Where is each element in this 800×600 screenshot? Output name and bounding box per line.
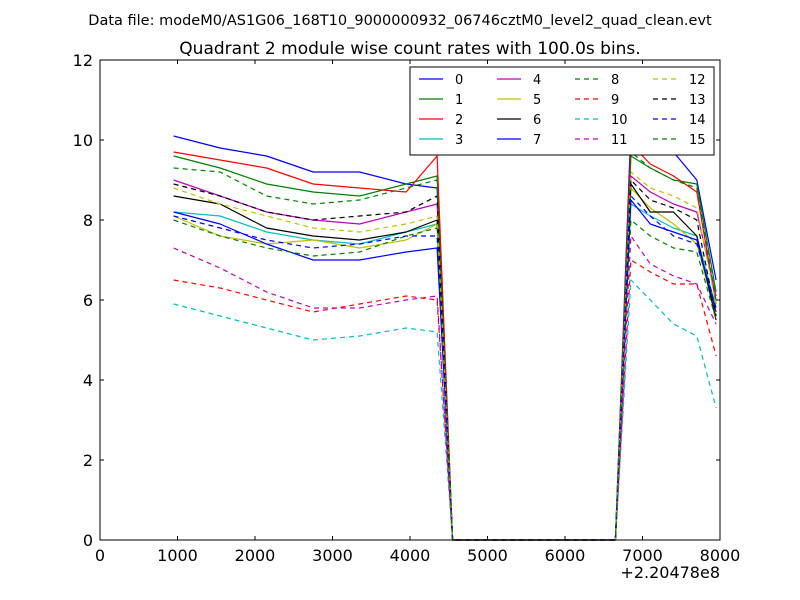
y-tick-label: 0 <box>83 531 93 550</box>
x-tick-label: 1000 <box>157 546 198 565</box>
x-tick-label: 3000 <box>312 546 353 565</box>
suptitle: Data file: modeM0/AS1G06_168T10_90000009… <box>88 13 712 29</box>
series-line-8 <box>173 219 717 541</box>
y-tick-label: 10 <box>73 131 93 150</box>
legend-box <box>409 66 715 156</box>
legend-label-15: 15 <box>689 133 706 148</box>
legend-label-6: 6 <box>533 113 541 128</box>
legend-label-8: 8 <box>611 73 619 88</box>
legend-label-10: 10 <box>611 113 628 128</box>
legend-label-12: 12 <box>689 73 706 88</box>
x-tick-label: 6000 <box>545 546 586 565</box>
plot-frame <box>99 59 721 541</box>
x-axis-offset-label: +2.20478e8 <box>620 563 720 582</box>
chart-title: Quadrant 2 module wise count rates with … <box>179 39 640 59</box>
y-tick-label: 12 <box>73 51 93 70</box>
legend-label-13: 13 <box>689 93 706 108</box>
legend-label-3: 3 <box>455 133 463 148</box>
legend-label-7: 7 <box>533 133 541 148</box>
ticks-layer: 0 1000 2000 3000 4000 5000 6000 7000 80000246810… <box>73 51 741 565</box>
x-tick-label: 7000 <box>622 546 663 565</box>
x-tick-label: 8000 <box>700 546 741 565</box>
y-tick-label: 4 <box>83 371 93 390</box>
y-tick-label: 8 <box>83 211 93 230</box>
y-tick-label: 2 <box>83 451 93 470</box>
legend-label-5: 5 <box>533 93 541 108</box>
legend-label-2: 2 <box>455 113 463 128</box>
legend-label-1: 1 <box>455 93 463 108</box>
legend-label-4: 4 <box>533 73 541 88</box>
x-tick-label: 2000 <box>235 546 276 565</box>
x-tick-label: 4000 <box>390 546 431 565</box>
series-line-11 <box>173 235 717 541</box>
legend-label-11: 11 <box>611 133 628 148</box>
legend-label-14: 14 <box>689 113 706 128</box>
y-tick-label: 6 <box>83 291 93 310</box>
legend-label-0: 0 <box>455 73 463 88</box>
x-tick-label: 5000 <box>467 546 508 565</box>
x-tick-label: 0 <box>95 546 105 565</box>
legend-label-9: 9 <box>611 93 619 108</box>
